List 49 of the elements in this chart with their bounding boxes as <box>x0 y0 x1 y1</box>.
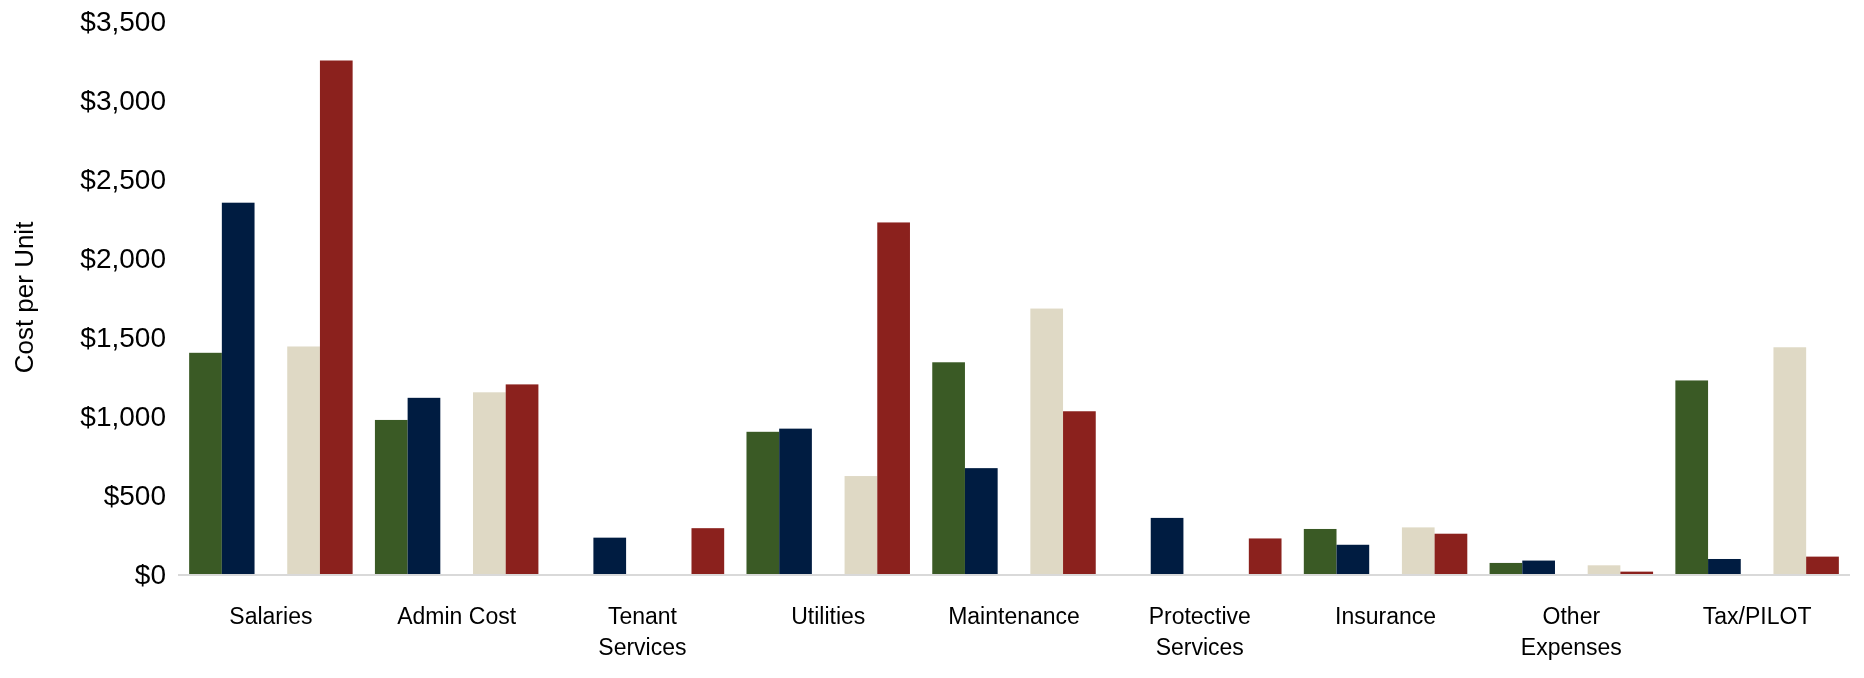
bar <box>1489 562 1523 574</box>
y-tick-label: $1,500 <box>80 321 166 353</box>
bar <box>1675 380 1709 574</box>
y-tick-label: $2,500 <box>80 163 166 195</box>
bar <box>1434 533 1468 574</box>
bar <box>374 419 408 574</box>
bar <box>1150 517 1184 574</box>
bar <box>964 468 998 574</box>
y-tick-label: $2,000 <box>80 242 166 274</box>
bar <box>779 428 812 574</box>
bar <box>1587 565 1621 574</box>
bar <box>1522 560 1555 574</box>
y-tick-label: $3,000 <box>80 84 166 116</box>
bar <box>473 392 506 574</box>
x-tick-label: Protective Services <box>1148 603 1251 660</box>
bar <box>407 397 441 574</box>
bar <box>746 431 780 574</box>
bar <box>593 537 627 574</box>
bar <box>287 346 320 574</box>
bar <box>691 528 725 574</box>
x-tick-label: Utilities <box>791 603 866 629</box>
x-tick-label: Insurance <box>1335 603 1437 629</box>
x-tick-label: Salaries <box>229 603 313 629</box>
y-axis-title: Cost per Unit <box>9 220 40 374</box>
x-tick-label: Maintenance <box>948 603 1080 629</box>
y-tick-label: $500 <box>103 479 166 511</box>
bar <box>1063 411 1096 574</box>
bar <box>932 362 965 574</box>
bar <box>1401 527 1435 574</box>
bar <box>1303 528 1337 574</box>
bar <box>877 222 910 574</box>
x-tick-label: Tax/PILOT <box>1702 603 1812 629</box>
bar <box>1773 347 1807 574</box>
bar <box>319 60 353 574</box>
bar <box>1248 538 1282 574</box>
bar <box>1806 556 1839 574</box>
x-tick-label: Other Expenses <box>1520 603 1622 660</box>
bar <box>1030 308 1064 574</box>
y-tick-label: $0 <box>134 558 166 590</box>
bar <box>505 384 539 574</box>
x-tick-label: Tenant Services <box>598 603 687 660</box>
bar <box>221 202 255 574</box>
bar <box>189 352 222 574</box>
y-tick-label: $3,500 <box>80 5 166 37</box>
x-tick-label: Admin Cost <box>397 603 517 629</box>
bar <box>844 476 878 574</box>
bar <box>1708 558 1741 574</box>
y-tick-label: $1,000 <box>80 400 166 432</box>
bar <box>1336 544 1370 574</box>
